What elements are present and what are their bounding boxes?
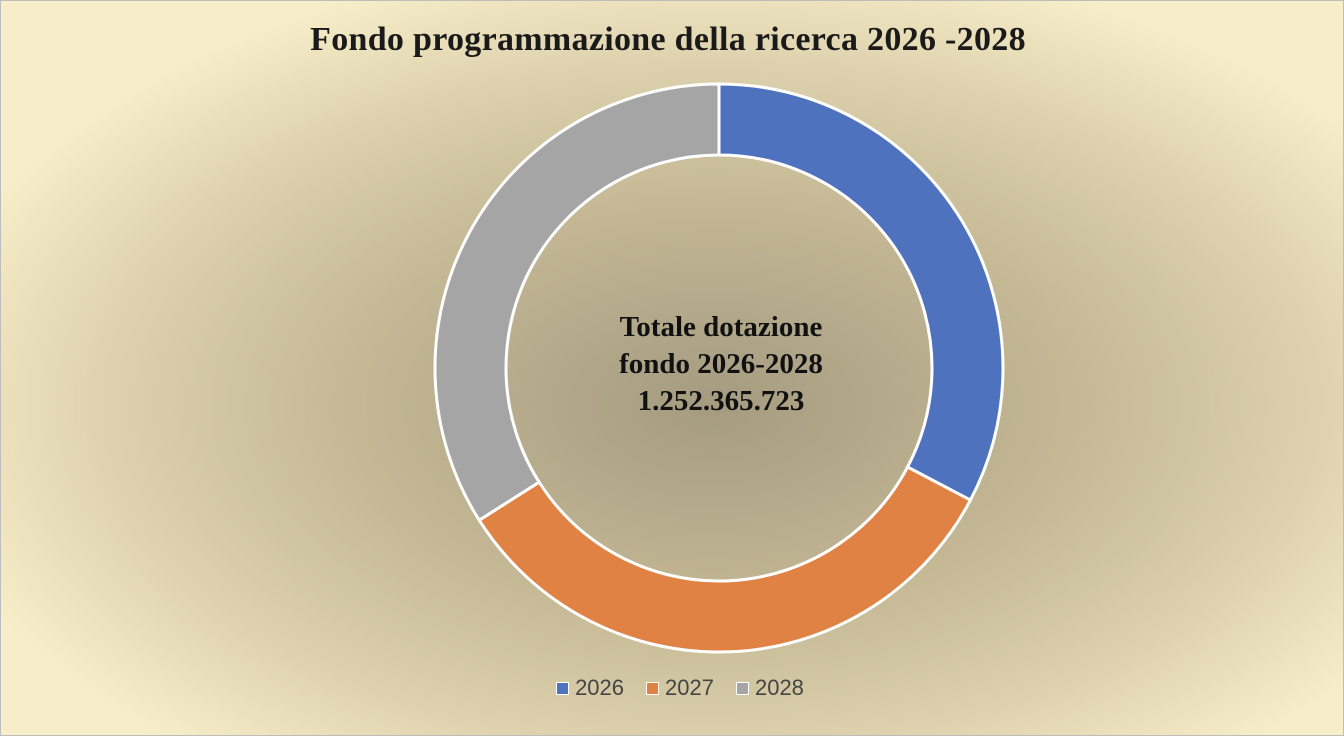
donut-slice-2027 [477,465,973,654]
center-label-total-value: 1.252.365.723 [637,385,805,417]
donut-slice-2026 [717,82,1005,503]
legend-swatch-2028 [735,681,749,695]
center-label-line-2: fondo 2026-2028 [619,348,823,380]
donut-slice-2028 [433,82,721,523]
legend-item-2026: 2026 [556,675,624,701]
center-label-line-1: Totale dotazione [619,311,823,343]
legend-item-2027: 2027 [646,675,714,701]
legend-label-2027: 2027 [665,675,714,700]
chart-title: Fondo programmazione della ricerca 2026 … [310,21,1026,58]
legend-swatch-2027 [646,681,660,695]
legend-item-2028: 2028 [735,675,804,701]
legend-swatch-2026 [556,681,570,695]
legend-label-2028: 2028 [754,675,804,700]
legend-label-2026: 2026 [575,675,625,700]
chart-legend: 2026 2027 2028 [1,675,1344,701]
center-total-label: Totale dotazione fondo 2026-2028 1.252.3… [521,309,921,420]
